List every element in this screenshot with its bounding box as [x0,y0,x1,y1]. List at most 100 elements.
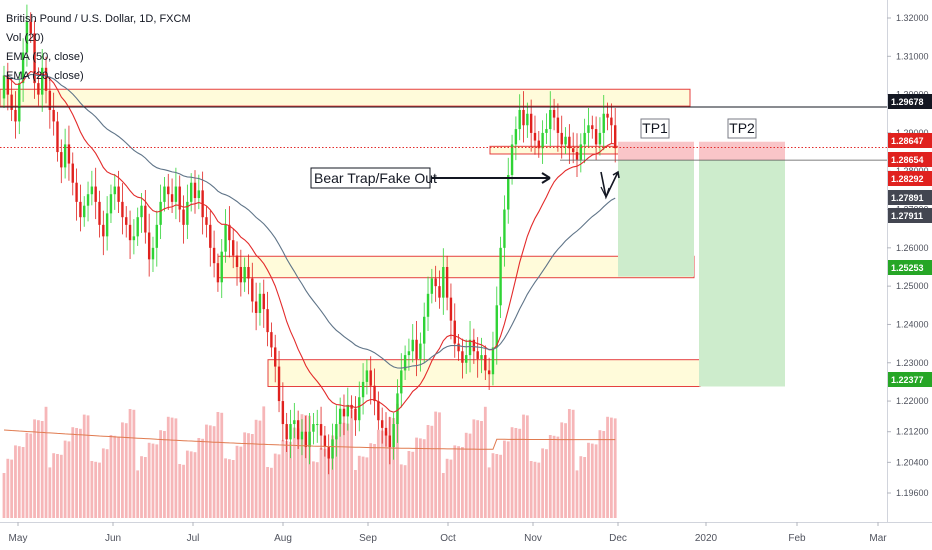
volume-bar [304,415,308,518]
candle-body [361,381,365,398]
volume-bar [10,459,14,518]
candle-body [155,224,158,248]
volume-bar [388,417,392,518]
candle-body [552,109,556,118]
candle-body [392,424,395,448]
volume-bar [403,465,407,518]
volume-bar [25,432,29,518]
volume-bar [212,426,216,518]
candle-body [178,186,181,210]
candle-body [60,152,63,168]
volume-bar [151,443,155,518]
volume-bar [197,438,201,518]
price-tag-black [888,94,932,109]
candle-body [388,435,392,448]
volume-bar [2,473,6,518]
candle-body [526,113,529,126]
volume-bar [312,461,315,518]
volume-bar [315,462,319,518]
candle-body [319,424,323,436]
candle-body [18,83,21,122]
candle-body [270,332,273,348]
bear-trap-box [310,167,431,189]
candle-body [189,182,193,202]
volume-bar [124,423,128,518]
candle-body [503,209,506,248]
bear-trap-arrowhead [541,172,551,184]
candle-body [163,186,166,202]
volume-bar [541,448,545,518]
volume-bar [14,445,17,518]
volume-bar [86,415,90,518]
tp1-label: TP1 [642,120,668,136]
volume-bar [602,431,606,518]
candle-body [224,224,227,252]
candle-body [434,278,437,287]
y-tick-label: 1.25000 [896,281,929,291]
volume-bar [132,409,136,518]
volume-bar [163,431,166,518]
candle-body [147,232,151,260]
volume-bar [178,464,182,518]
tp2-risk-box [699,141,785,161]
volume-bar [472,419,476,518]
candle-body [491,347,495,375]
volume-bar [254,419,258,518]
volume-bar [292,427,296,518]
volume-bar [506,441,510,518]
symbol-title[interactable]: British Pound / U.S. Dollar, 1D, FXCM [6,13,191,25]
candle-body [102,224,105,237]
candle-body [461,351,464,363]
volume-bar [239,446,243,518]
indicator-vol-label[interactable]: Vol (20) [6,32,44,44]
resistance-zone [0,88,691,107]
candle-body [468,339,472,356]
candle-body [86,194,90,206]
volume-bar [29,433,33,518]
volume-bar [143,457,147,518]
volume-bar [75,428,78,518]
candle-body [232,240,235,256]
volume-bar [48,467,52,518]
volume-bar [101,448,105,518]
volume-bar [67,441,71,518]
volume-bar [514,428,518,518]
volume-bar [59,454,63,518]
candle-body [10,94,13,110]
indicator-ema50-label[interactable]: EMA (50, close) [6,51,84,63]
candle-body [533,132,537,141]
volume-bar [170,417,174,518]
indicator-ema20-label[interactable]: EMA (20, close) [6,70,84,82]
price-tag-green [888,372,932,387]
x-tick-label: May [9,533,28,544]
volume-bar [613,418,617,518]
candle-body [564,136,567,145]
y-tick-label: 1.22000 [896,396,929,406]
volume-bar [147,442,151,518]
tp2-label: TP2 [729,120,755,136]
volume-bar [483,406,487,518]
candle-body [121,201,124,218]
price-tag-label: 1.29678 [891,97,924,107]
candle-body [254,301,258,313]
volume-bar [396,403,399,518]
volume-bar [609,417,613,518]
candle-body [331,439,334,459]
volume-bar [40,421,44,518]
volume-bar [6,458,10,518]
volume-bar [361,456,365,518]
volume-bar [418,438,422,518]
volume-bar [235,445,239,518]
volume-bar [537,462,541,518]
volume-bar [208,425,212,518]
zones-layer [0,88,785,388]
candle-body [423,316,426,344]
volume-bar [82,414,86,518]
volume-bar [567,409,571,518]
candle-body [277,366,281,402]
candle-body [606,113,609,118]
candle-body [541,132,544,149]
volume-bar [136,470,140,518]
volume-bar [319,448,323,518]
